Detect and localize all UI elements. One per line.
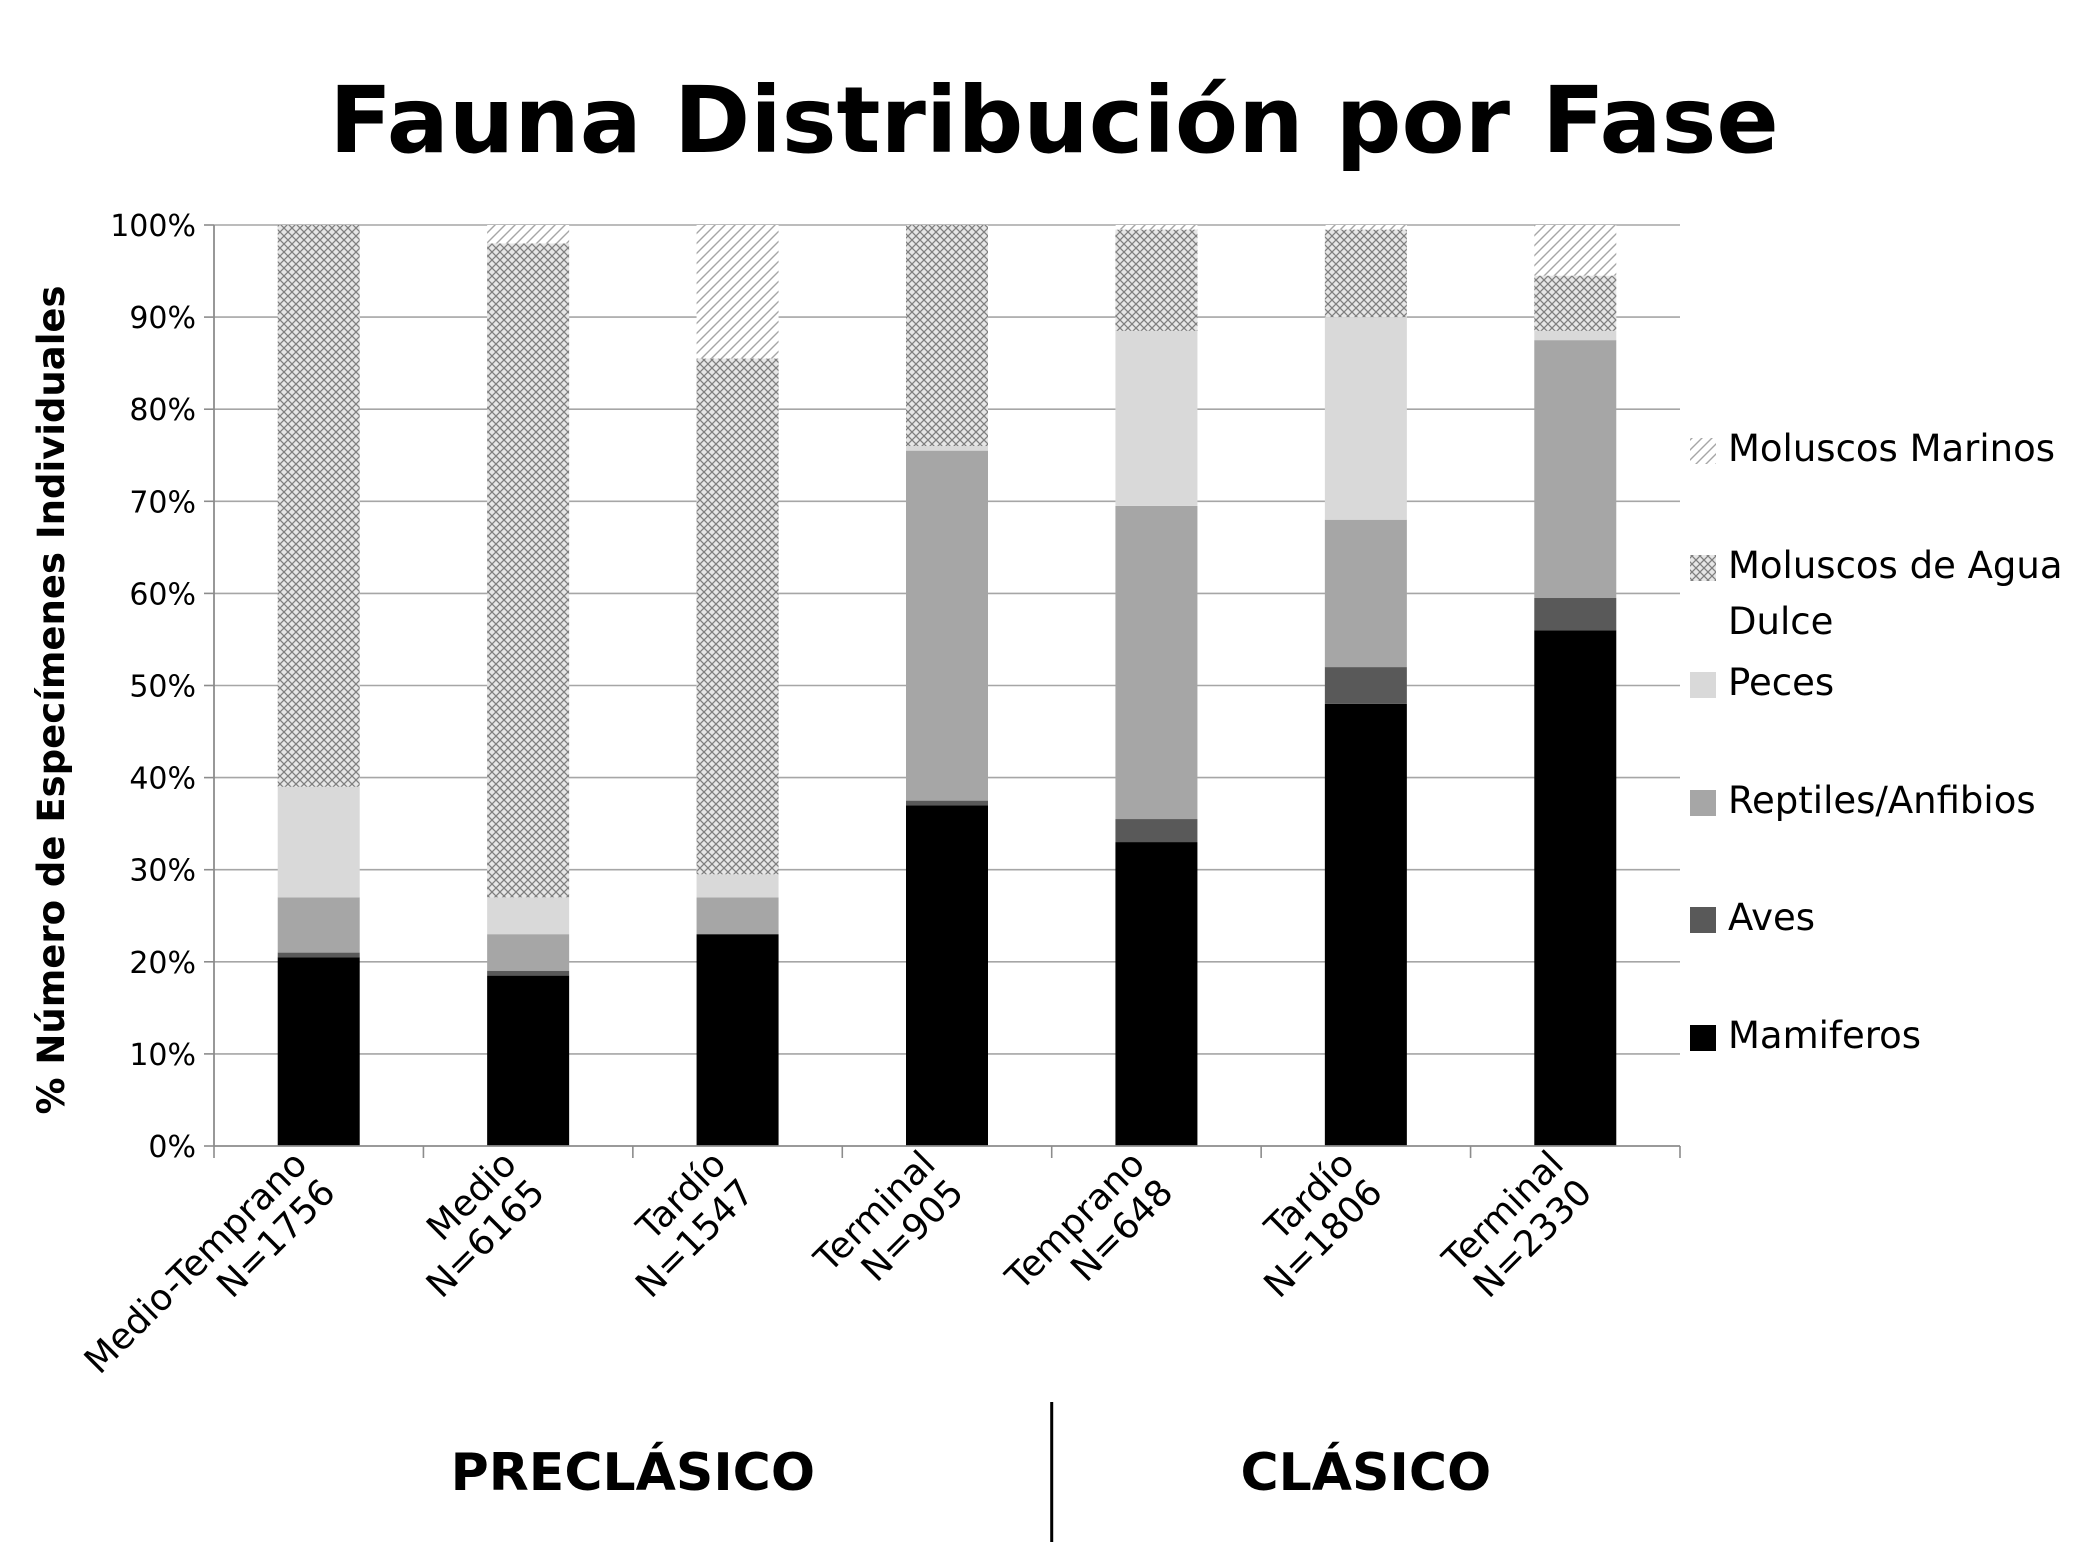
legend-entry: Moluscos Marinos	[1690, 427, 2055, 470]
bar-segment-reptiles-anfibios	[277, 897, 360, 953]
y-tick-label: 80%	[129, 393, 196, 428]
bar-segment-moluscos-de-agua-dulce	[277, 225, 360, 787]
bar-segment-mamiferos	[277, 957, 360, 1146]
legend-entry: Peces	[1690, 661, 1834, 704]
bar-segment-reptiles-anfibios	[487, 934, 570, 972]
legend: Moluscos Marinos Moluscos de Agua Dulce Pec…	[1690, 427, 2063, 1057]
bar-segment-moluscos-marinos	[1115, 225, 1198, 230]
bar-segment-reptiles-anfibios	[1115, 505, 1198, 820]
legend-label: Moluscos de Agua	[1728, 544, 2063, 587]
legend-swatch	[1690, 907, 1716, 933]
bar-segment-moluscos-marinos	[487, 225, 570, 244]
legend-label: Peces	[1728, 661, 1834, 704]
y-tick-label: 100%	[110, 209, 196, 244]
bar-segment-peces	[1324, 317, 1407, 520]
legend-entry: Reptiles/Anfibios	[1690, 779, 2036, 822]
bar-segment-aves	[277, 952, 360, 958]
axes	[213, 225, 1681, 1158]
bar-segment-moluscos-de-agua-dulce	[1534, 275, 1617, 331]
y-tick-label: 10%	[129, 1038, 196, 1073]
y-tick-label: 0%	[148, 1130, 196, 1165]
y-tick-label: 90%	[129, 301, 196, 336]
bar-segment-moluscos-de-agua-dulce	[906, 225, 988, 447]
legend-swatch	[1690, 672, 1716, 698]
y-tick-label: 70%	[129, 485, 196, 520]
legend-entry: Aves	[1690, 896, 1815, 939]
bar-segment-moluscos-de-agua-dulce	[1324, 229, 1407, 318]
bar-segment-mamiferos	[1534, 630, 1617, 1146]
bar-segment-reptiles-anfibios	[906, 450, 988, 801]
y-tick-label: 40%	[129, 762, 196, 797]
group-label: CLÁSICO	[1240, 1442, 1491, 1503]
bar-segment-mamiferos	[906, 805, 988, 1146]
bar-segment-aves	[1115, 819, 1198, 843]
bar-segment-reptiles-anfibios	[696, 897, 779, 935]
bar-segment-peces	[906, 446, 988, 451]
legend-entry: Moluscos de Agua Dulce	[1690, 544, 2063, 643]
bar-segment-peces	[1115, 330, 1198, 506]
bar-segment-aves	[906, 800, 988, 806]
y-tick-label: 30%	[129, 854, 196, 889]
bar-segment-reptiles-anfibios	[1534, 340, 1617, 599]
bar-segment-peces	[487, 897, 570, 935]
legend-swatch	[1690, 555, 1716, 581]
bar-segment-aves	[1324, 667, 1407, 704]
bar-segment-reptiles-anfibios	[1324, 519, 1407, 668]
bar-segment-peces	[1534, 330, 1617, 341]
group-label: PRECLÁSICO	[451, 1442, 815, 1503]
bar-segment-moluscos-de-agua-dulce	[1115, 229, 1198, 331]
legend-swatch	[1690, 790, 1716, 816]
bar-segment-aves	[1534, 598, 1617, 631]
y-tick-label: 20%	[129, 946, 196, 981]
bar-segment-moluscos-de-agua-dulce	[696, 358, 779, 875]
bar-segment-mamiferos	[1115, 842, 1198, 1146]
legend-swatch	[1690, 1025, 1716, 1051]
legend-label: Reptiles/Anfibios	[1728, 779, 2036, 822]
bars	[277, 225, 1617, 1146]
y-tick-label: 50%	[129, 670, 196, 705]
y-axis-label: % Número de Especímenes Individuales	[30, 285, 73, 1114]
bar-segment-mamiferos	[696, 934, 779, 1146]
bar-segment-aves	[487, 971, 570, 976]
legend-label: Moluscos Marinos	[1728, 427, 2055, 470]
bar-segment-moluscos-de-agua-dulce	[487, 243, 570, 898]
group-labels: PRECLÁSICO CLÁSICO	[451, 1402, 1491, 1542]
legend-entry: Mamiferos	[1690, 1014, 1921, 1057]
bar-segment-mamiferos	[1324, 703, 1407, 1146]
bar-segment-moluscos-marinos	[696, 225, 779, 359]
bar-segment-peces	[277, 786, 360, 898]
y-tick-labels: 0% 10% 20% 30% 40% 50% 60% 70% 80% 90% 100%	[110, 209, 196, 1165]
legend-label: Mamiferos	[1728, 1014, 1921, 1057]
bar-segment-moluscos-marinos	[1324, 225, 1407, 230]
chart-title: Fauna Distribución por Fase	[329, 67, 1779, 174]
bar-segment-peces	[696, 874, 779, 898]
y-tick-label: 60%	[129, 577, 196, 612]
bar-segment-moluscos-marinos	[1534, 225, 1617, 276]
bar-segment-mamiferos	[487, 975, 570, 1146]
legend-label: Dulce	[1728, 600, 1833, 643]
legend-swatch	[1690, 438, 1716, 464]
legend-label: Aves	[1728, 896, 1815, 939]
